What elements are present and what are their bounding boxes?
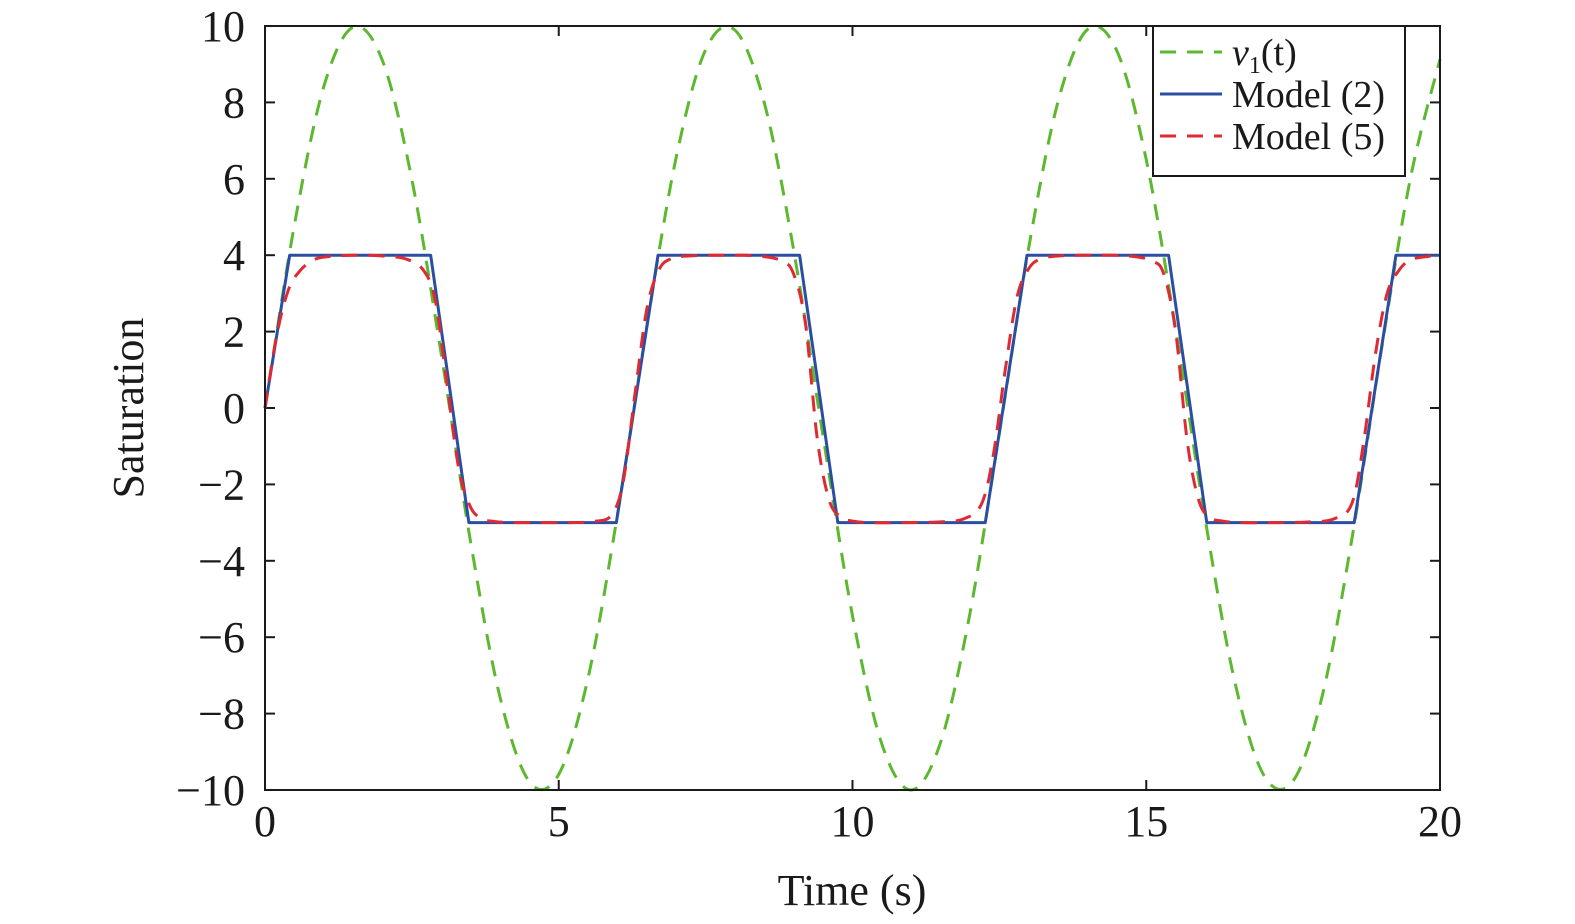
legend-label-model-2: Model (2) — [1232, 74, 1385, 116]
x-tick-label: 10 — [831, 797, 875, 846]
series-line-model-5 — [263, 253, 1441, 525]
y-tick-label: 2 — [223, 308, 245, 357]
y-tick-label: −4 — [198, 537, 245, 586]
y-tick-label: 4 — [223, 231, 245, 280]
plot-frame — [264, 25, 1441, 791]
legend-label-model-5: Model (5) — [1232, 116, 1385, 158]
series-layer — [263, 24, 1442, 792]
series-line-model-2 — [263, 253, 1440, 525]
x-axis-label: Time (s) — [778, 866, 927, 915]
y-tick-label: −10 — [176, 766, 245, 815]
x-tick-label: 0 — [254, 797, 276, 846]
x-tick-label: 15 — [1124, 797, 1168, 846]
ticks-layer: 0 5 10 15 20 −10 −8 −6 −4 −2 0 2 4 6 8 10 — [176, 2, 1462, 846]
y-tick-label: −8 — [198, 690, 245, 739]
y-axis-label: Saturation — [104, 318, 153, 499]
y-tick-label: −2 — [198, 460, 245, 509]
y-tick-label: −6 — [198, 613, 245, 662]
y-tick-label: 0 — [223, 384, 245, 433]
x-tick-label: 20 — [1418, 797, 1462, 846]
y-tick-label: 6 — [223, 155, 245, 204]
y-tick-label: 10 — [201, 2, 245, 51]
legend-label-v1-t: v1(t) — [1232, 32, 1297, 79]
x-tick-label: 5 — [548, 797, 570, 846]
y-tick-label: 8 — [223, 78, 245, 127]
legend: v1(t)Model (2)Model (5) — [1152, 25, 1406, 177]
